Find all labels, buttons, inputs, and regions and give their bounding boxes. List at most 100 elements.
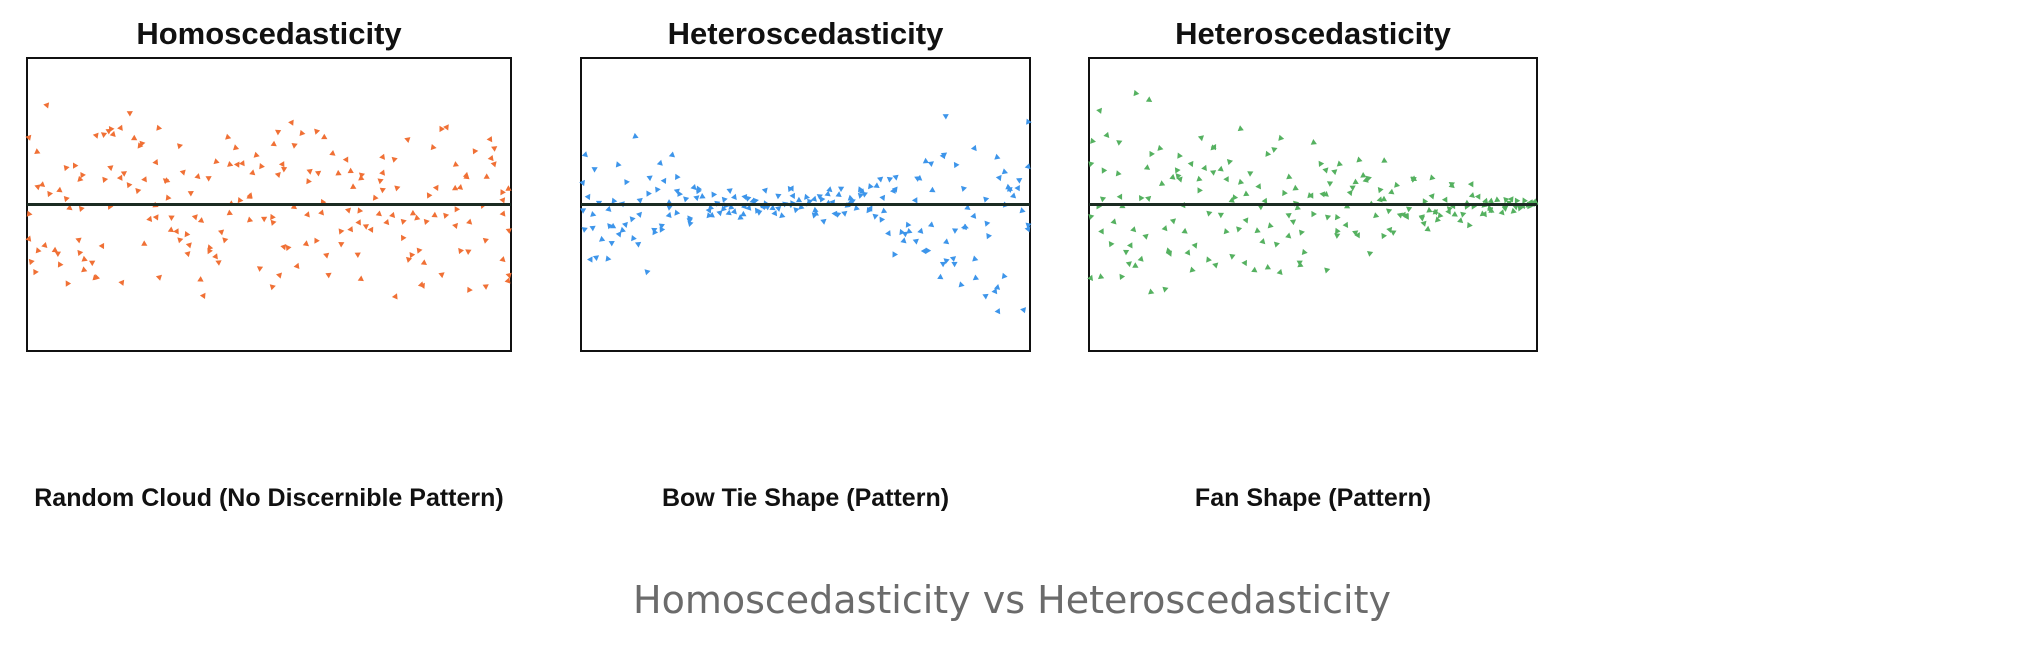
data-point [1285, 213, 1292, 219]
data-point [1451, 211, 1458, 217]
data-point [504, 277, 511, 284]
data-point [584, 193, 591, 201]
data-point [838, 186, 845, 192]
data-point [937, 273, 944, 280]
data-point [775, 193, 782, 200]
data-point [1116, 193, 1123, 200]
data-point [1388, 188, 1395, 195]
data-point [886, 176, 893, 183]
data-point [454, 206, 461, 213]
data-point [624, 179, 630, 186]
data-point [1400, 211, 1406, 218]
data-point [347, 226, 353, 233]
data-point [699, 193, 706, 199]
data-point [1191, 242, 1198, 249]
data-point [580, 208, 587, 214]
data-point [1286, 173, 1293, 180]
data-point [490, 161, 497, 168]
data-point [354, 252, 361, 258]
data-point [118, 279, 125, 286]
data-point [1197, 135, 1204, 142]
data-point [1474, 193, 1481, 200]
data-point [256, 266, 264, 272]
data-point [683, 196, 690, 203]
data-point [1098, 273, 1105, 280]
data-point [109, 130, 116, 137]
data-point [737, 214, 744, 220]
data-point [708, 211, 715, 218]
data-point [302, 240, 309, 247]
data-point [599, 235, 606, 242]
data-point [107, 165, 114, 172]
data-point [1016, 178, 1023, 184]
data-point [342, 156, 349, 163]
data-point [890, 187, 896, 194]
data-point [345, 207, 351, 214]
data-point [135, 188, 142, 195]
data-point [943, 238, 950, 245]
data-point [1108, 241, 1115, 248]
data-point [1310, 139, 1317, 145]
data-point [1232, 194, 1239, 201]
data-point [1165, 247, 1172, 254]
data-point [879, 194, 886, 201]
data-point [77, 175, 84, 182]
data-point [290, 203, 297, 210]
data-point [239, 160, 245, 167]
data-point [1342, 221, 1349, 228]
data-point [659, 226, 666, 233]
data-point [970, 212, 977, 219]
data-point [358, 172, 365, 179]
data-point [1265, 150, 1272, 157]
data-point [177, 143, 183, 150]
data-point [1494, 196, 1501, 203]
data-point [1326, 181, 1334, 187]
data-point [900, 237, 907, 244]
data-point [205, 176, 212, 182]
data-point [725, 209, 732, 216]
data-point [1237, 125, 1244, 132]
data-point [1334, 233, 1341, 239]
data-point [1267, 222, 1274, 229]
data-point [925, 247, 932, 254]
data-point [1373, 212, 1380, 219]
data-point [899, 228, 906, 236]
data-point [357, 275, 364, 282]
data-point [939, 261, 947, 268]
data-point [1101, 167, 1108, 174]
data-point [1331, 169, 1338, 176]
data-point [347, 167, 354, 174]
data-point [1352, 230, 1359, 237]
data-point [276, 272, 282, 279]
data-point [207, 247, 213, 255]
data-point [315, 170, 322, 177]
data-point [1174, 167, 1181, 174]
data-point [165, 194, 172, 201]
data-point [102, 176, 109, 183]
data-point [233, 161, 240, 168]
data-point [581, 151, 588, 158]
data-point [581, 227, 588, 233]
data-point [291, 143, 298, 149]
data-point [1236, 226, 1243, 233]
data-point [486, 136, 493, 143]
data-point [89, 260, 96, 267]
data-point [1137, 255, 1144, 262]
data-point [1356, 156, 1363, 163]
data-point [1088, 161, 1095, 168]
data-point [1149, 150, 1155, 158]
data-point [631, 235, 637, 242]
data-point [929, 186, 936, 193]
data-point [668, 151, 675, 158]
data-point [1142, 233, 1149, 240]
data-point [456, 184, 463, 190]
data-point [1346, 189, 1353, 197]
data-point [77, 249, 84, 257]
data-point [1503, 197, 1510, 203]
data-point [1226, 159, 1233, 166]
data-point [877, 176, 884, 183]
data-point [764, 204, 771, 211]
data-point [80, 172, 86, 179]
data-point [25, 235, 32, 242]
data-point [463, 173, 470, 180]
